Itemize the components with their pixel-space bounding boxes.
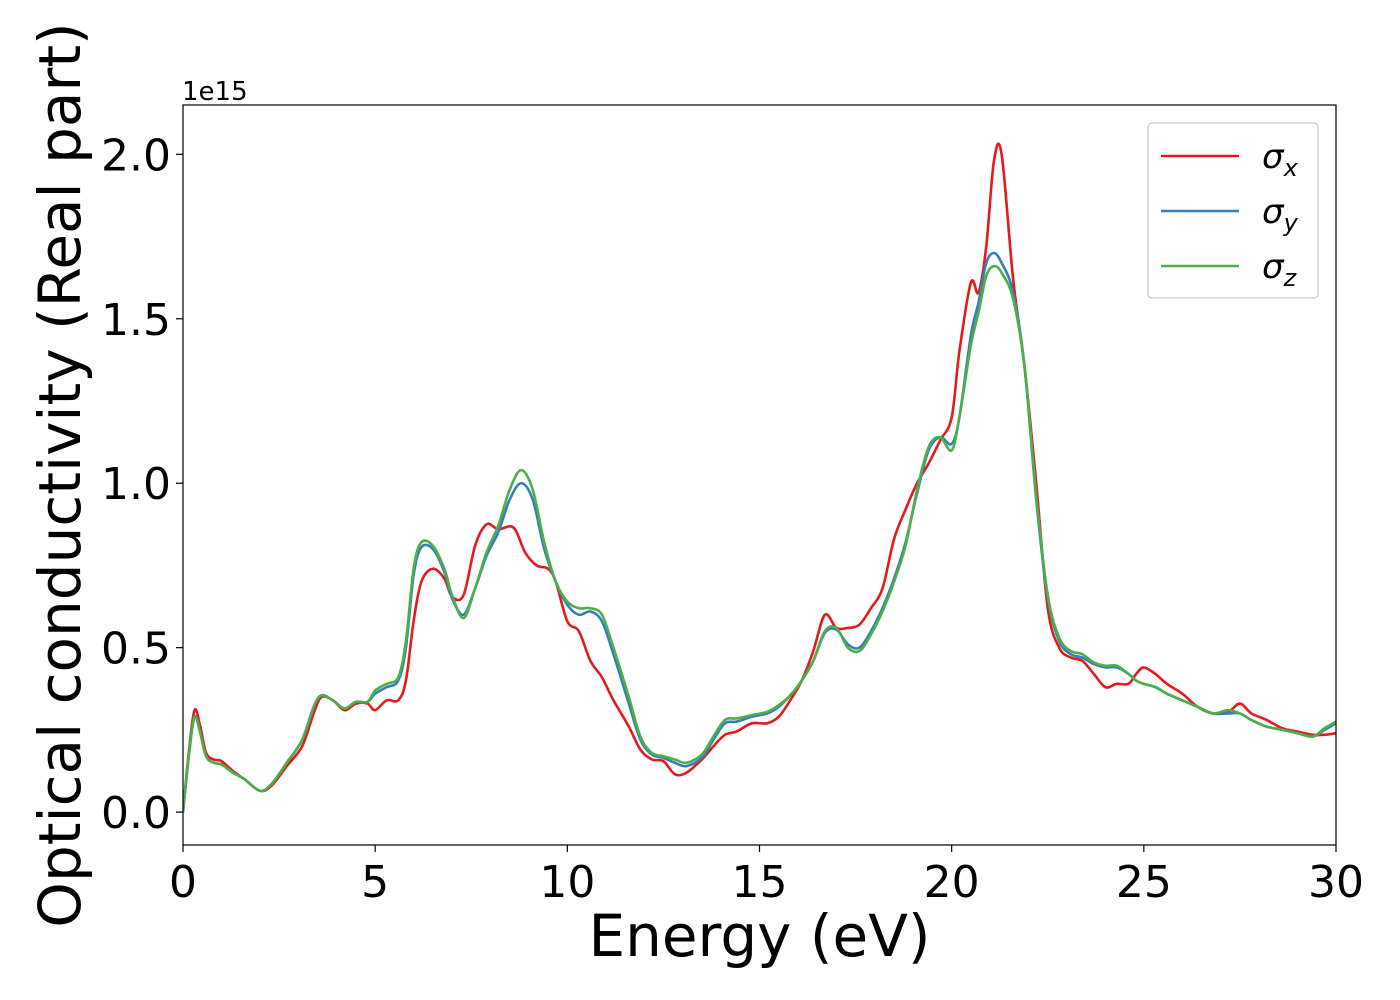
legend-label: σy <box>1262 192 1299 237</box>
x-axis-ticks: 0 5 10 15 20 25 30 <box>169 845 1364 908</box>
x-tick-label: 0 <box>169 857 197 908</box>
x-tick-label: 15 <box>732 857 788 908</box>
series-line-z <box>183 264 1336 813</box>
y-tick-label: 2.0 <box>101 130 171 181</box>
y-tick-label: 1.5 <box>101 295 171 346</box>
legend-label: σx <box>1262 137 1299 182</box>
y-tick-label: 0.5 <box>101 624 171 675</box>
y-offset-text: 1e15 <box>182 77 248 107</box>
x-axis-label: Energy (eV) <box>588 902 930 970</box>
x-tick-label: 25 <box>1116 857 1172 908</box>
x-tick-label: 5 <box>361 857 389 908</box>
legend: σx σy σz <box>1147 122 1319 299</box>
y-tick-label: 1.0 <box>101 459 171 510</box>
legend-label: σz <box>1262 247 1298 292</box>
x-tick-label: 10 <box>539 857 595 908</box>
y-tick-label: 0.0 <box>101 788 171 839</box>
x-tick-label: 30 <box>1308 857 1364 908</box>
series-layer <box>183 142 1336 813</box>
y-axis-ticks: 0.0 0.5 1.0 1.5 2.0 <box>101 130 183 839</box>
y-axis-label: Optical conductivity (Real part) <box>26 22 94 927</box>
x-tick-label: 20 <box>924 857 980 908</box>
